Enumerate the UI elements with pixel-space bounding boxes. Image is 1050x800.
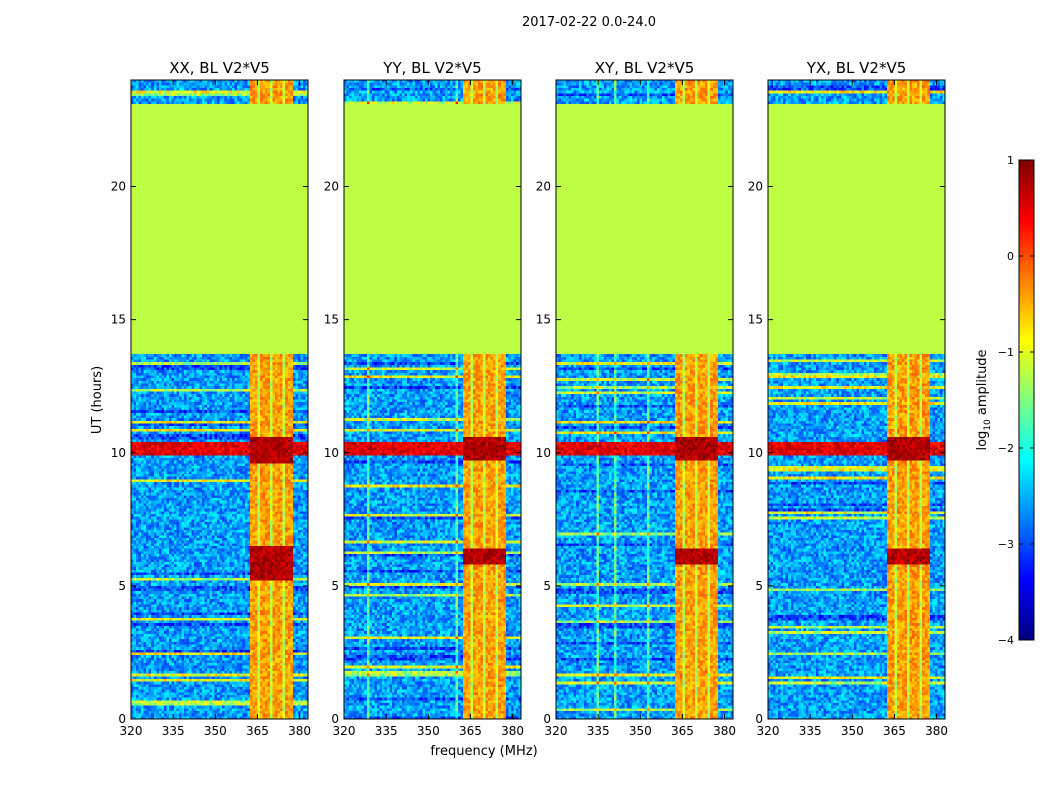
y-tick-label: 0	[755, 712, 763, 726]
y-tick-label: 15	[536, 313, 551, 327]
heatmap-image	[556, 80, 733, 719]
panel-title: XX, BL V2*V5	[169, 59, 270, 77]
x-tick-label: 365	[671, 724, 694, 738]
y-tick-label: 15	[111, 313, 126, 327]
y-tick-label: 5	[755, 579, 763, 593]
x-tick-label: 365	[883, 724, 906, 738]
x-tick-label: 335	[375, 724, 398, 738]
panel-title: YY, BL V2*V5	[382, 59, 481, 77]
x-tick-label: 365	[246, 724, 269, 738]
y-tick-label: 20	[536, 180, 551, 194]
panel-title: XY, BL V2*V5	[595, 59, 695, 77]
heatmap-image	[131, 80, 308, 719]
y-tick-label: 20	[748, 180, 763, 194]
x-tick-label: 380	[288, 724, 311, 738]
colorbar: log10 amplitude −4 −3 −2 −1 0 1	[975, 154, 1035, 647]
x-tick-label: 350	[204, 724, 227, 738]
y-tick-label: 15	[324, 313, 339, 327]
x-tick-label: 380	[501, 724, 524, 738]
x-tick-label: 335	[162, 724, 185, 738]
panel-title: YX, BL V2*V5	[806, 59, 907, 77]
heatmap-image	[344, 80, 521, 719]
colorbar-tick-label: −4	[998, 634, 1014, 647]
x-tick-label: 350	[417, 724, 440, 738]
y-tick-label: 10	[111, 446, 126, 460]
y-tick-label: 0	[331, 712, 339, 726]
x-tick-label: 335	[799, 724, 822, 738]
y-tick-label: 20	[324, 180, 339, 194]
y-tick-label: 10	[536, 446, 551, 460]
x-tick-label: 380	[713, 724, 736, 738]
panel-1: XX, BL V2*V5 320 335 350 365 380 0 5 10 15 20	[111, 59, 311, 738]
x-tick-label: 380	[925, 724, 948, 738]
y-tick-label: 5	[331, 579, 339, 593]
y-tick-label: 5	[543, 579, 551, 593]
colorbar-label: log10 amplitude	[975, 349, 993, 450]
y-tick-label: 0	[118, 712, 126, 726]
x-axis-label: frequency (MHz)	[430, 744, 537, 759]
colorbar-frame	[1018, 159, 1035, 641]
y-tick-label: 15	[748, 313, 763, 327]
x-tick-label: 350	[841, 724, 864, 738]
panel-4: YX, BL V2*V5 320 335 350 365 380 0 5 10 15 20	[748, 59, 948, 738]
y-tick-label: 10	[748, 446, 763, 460]
y-axis-label: UT (hours)	[90, 366, 105, 434]
axes-frame	[343, 79, 522, 720]
y-tick-label: 0	[543, 712, 551, 726]
x-tick-label: 320	[545, 724, 568, 738]
y-tick-label: 20	[111, 180, 126, 194]
colorbar-tick-label: −1	[998, 346, 1014, 359]
colorbar-tick-label: −3	[998, 538, 1014, 551]
y-tick-label: 5	[118, 579, 126, 593]
y-tick-label: 10	[324, 446, 339, 460]
x-tick-label: 365	[459, 724, 482, 738]
x-tick-label: 320	[757, 724, 780, 738]
colorbar-tick-label: 1	[1007, 154, 1014, 167]
colorbar-tick-label: −2	[998, 442, 1014, 455]
panel-3: XY, BL V2*V5 320 335 350 365 380 0 5 10 15 20	[536, 59, 736, 738]
x-tick-label: 350	[629, 724, 652, 738]
x-tick-label: 320	[120, 724, 143, 738]
panel-2: YY, BL V2*V5 320 335 350 365 380 0 5 10 15 20	[324, 59, 524, 738]
suptitle: 2017-02-22 0.0-24.0	[522, 15, 656, 30]
x-tick-label: 335	[587, 724, 610, 738]
axes-frame	[767, 79, 946, 720]
axes-frame	[555, 79, 734, 720]
colorbar-tick-label: 0	[1007, 250, 1014, 263]
axes-frame	[130, 79, 309, 720]
x-tick-label: 320	[333, 724, 356, 738]
heatmap-image	[768, 80, 945, 719]
colorbar-gradient	[1019, 160, 1034, 640]
